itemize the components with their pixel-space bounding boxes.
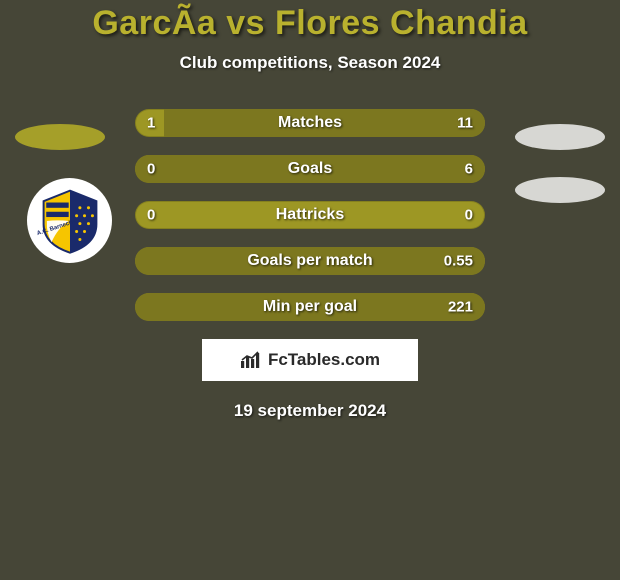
stat-label: Goals — [288, 160, 332, 178]
content-wrap: GarcÃ­a vs Flores Chandia Club competiti… — [0, 0, 620, 421]
stat-value-player1: 0 — [147, 207, 155, 224]
branding-badge[interactable]: FcTables.com — [202, 339, 418, 381]
stat-value-player2: 6 — [465, 161, 473, 178]
stat-label: Hattricks — [276, 206, 344, 224]
stat-value-player1: 1 — [147, 115, 155, 132]
branding-text: FcTables.com — [268, 350, 380, 370]
stat-row: Goals per match 0.55 — [135, 247, 485, 275]
date-text: 19 september 2024 — [0, 401, 620, 421]
stat-value-player2: 11 — [457, 115, 473, 132]
stats-block: Matches111Goals06Hattricks00Goals per ma… — [0, 109, 620, 321]
stat-value-player1: 0 — [147, 161, 155, 178]
stat-value-player2: 0 — [465, 207, 473, 224]
stat-row: Goals 0 6 — [135, 155, 485, 183]
stat-value-player2: 0.55 — [444, 253, 473, 270]
stat-row: Hattricks 0 0 — [135, 201, 485, 229]
page-title: GarcÃ­a vs Flores Chandia — [0, 4, 620, 43]
stat-label: Min per goal — [263, 298, 357, 316]
stat-label: Goals per match — [247, 252, 372, 270]
stat-label: Matches — [278, 114, 342, 132]
stat-row: Matches111 — [135, 109, 485, 137]
subtitle: Club competitions, Season 2024 — [0, 53, 620, 73]
chart-icon — [240, 351, 262, 369]
stat-row: Min per goal 221 — [135, 293, 485, 321]
stat-value-player2: 221 — [448, 299, 473, 316]
